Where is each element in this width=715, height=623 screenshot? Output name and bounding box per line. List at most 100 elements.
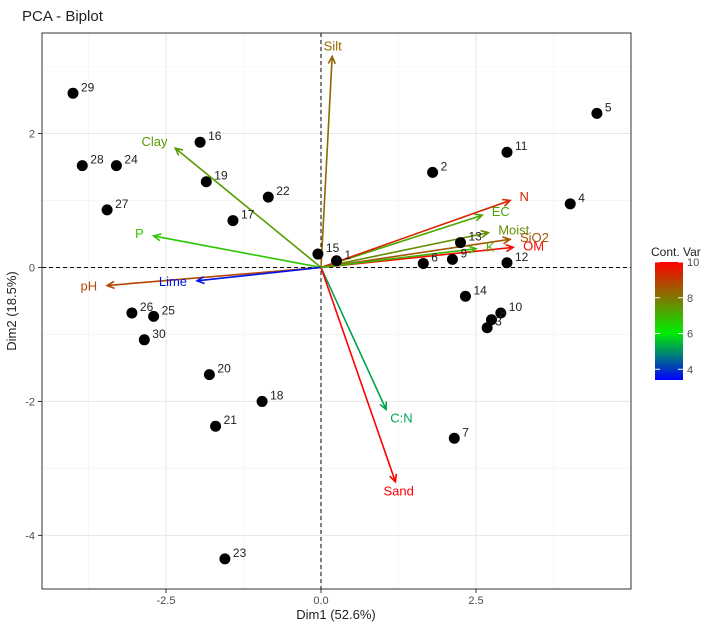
individual-label-17: 17 (241, 208, 255, 222)
individual-label-12: 12 (515, 250, 529, 264)
individual-label-5: 5 (605, 100, 612, 114)
variable-label-k: K (486, 239, 495, 254)
individual-point-30 (138, 334, 150, 346)
individual-point-24 (110, 160, 122, 172)
individual-point-29 (67, 87, 79, 99)
variable-arrow-lime (195, 266, 322, 285)
x-tick-label: 0.0 (313, 595, 328, 607)
individual-point-26 (126, 307, 138, 319)
individual-label-16: 16 (208, 129, 222, 143)
y-tick-label: 2 (29, 128, 35, 140)
individual-point-18 (256, 395, 268, 407)
variable-arrow-n (320, 198, 512, 269)
individual-point-17 (227, 215, 239, 227)
individual-point-11 (501, 146, 513, 158)
legend-tick-label: 6 (687, 329, 693, 341)
variable-arrows (105, 54, 516, 484)
variable-label-sio2: SiO2 (520, 230, 549, 245)
individual-point-1 (331, 255, 342, 267)
y-tick-label: -2 (25, 396, 35, 408)
legend: Cont. Var 4 6 8 10 (651, 245, 701, 380)
variable-label-om: OM (523, 238, 544, 253)
individual-label-10: 10 (509, 300, 523, 314)
variable-label-clay: Clay (142, 134, 169, 149)
variable-arrow-silt (320, 54, 336, 268)
individual-label-30: 30 (152, 327, 166, 341)
individual-label-6: 6 (431, 250, 438, 264)
individual-point-6 (417, 257, 429, 269)
variable-arrow-sio2 (320, 236, 512, 269)
individual-point-21 (210, 420, 222, 432)
individual-label-23: 23 (233, 546, 247, 560)
individual-label-22: 22 (276, 184, 290, 198)
individual-label-2: 2 (441, 159, 448, 173)
individual-label-20: 20 (217, 362, 231, 376)
individual-label-4: 4 (578, 191, 585, 205)
variable-label-p: P (135, 226, 144, 241)
individual-point-9 (446, 253, 458, 265)
individual-label-7: 7 (462, 425, 469, 439)
variable-label-silt: Silt (324, 38, 342, 53)
variable-label-moist: Moist (498, 223, 529, 238)
x-axis-title: Dim1 (52.6%) (296, 607, 375, 622)
legend-ticks: 4 6 8 10 (655, 257, 699, 376)
individual-label-3: 3 (495, 315, 502, 329)
individual-label-15: 15 (326, 241, 340, 255)
individual-label-28: 28 (90, 153, 104, 167)
individual-point-2 (427, 166, 439, 178)
individual-point-13 (455, 237, 466, 249)
variable-arrow-k (320, 245, 478, 269)
individual-label-13: 13 (469, 230, 483, 244)
plot-panel-border (41, 32, 632, 590)
y-axis-ticks: -4 -2 0 2 (25, 128, 42, 542)
variable-label-ec: EC (492, 204, 510, 219)
individual-labels: 1234567891011121314151617181920212223242… (81, 80, 612, 560)
reference-lines (42, 33, 631, 589)
variable-arrow-c-n (320, 267, 388, 412)
x-tick-label: -2.5 (157, 595, 176, 607)
variable-label-c-n: C:N (390, 411, 412, 426)
y-tick-label: 0 (29, 262, 35, 274)
legend-tick-label: 4 (687, 364, 693, 376)
individual-label-21: 21 (224, 413, 238, 427)
individual-point-8 (486, 314, 497, 326)
individual-label-9: 9 (460, 246, 467, 260)
individual-label-1: 1 (345, 248, 352, 262)
individual-label-27: 27 (115, 197, 129, 211)
individual-label-19: 19 (214, 169, 228, 183)
individual-point-23 (219, 553, 231, 565)
individual-point-20 (203, 369, 215, 381)
variable-label-lime: Lime (159, 274, 187, 289)
individual-point-19 (200, 176, 212, 188)
individual-point-12 (501, 257, 513, 269)
y-axis-title: Dim2 (18.5%) (4, 271, 19, 350)
individual-point-15 (312, 248, 324, 260)
individual-label-11: 11 (515, 139, 528, 153)
variable-arrow-ph (105, 266, 322, 290)
legend-tick-label: 8 (687, 293, 693, 305)
individual-point-25 (148, 310, 160, 322)
individual-label-14: 14 (473, 283, 487, 297)
individual-point-14 (459, 290, 471, 302)
individual-label-8: 8 (500, 307, 507, 321)
legend-colorbar (655, 262, 683, 380)
variable-label-n: N (520, 189, 529, 204)
individual-point-7 (448, 432, 460, 444)
individual-label-29: 29 (81, 80, 95, 94)
x-axis-ticks: -2.5 0.0 2.5 (157, 589, 484, 607)
individual-point-10 (495, 307, 507, 319)
variable-arrow-p (151, 233, 322, 269)
individual-point-5 (591, 107, 603, 119)
individual-point-27 (101, 204, 113, 216)
individual-point-4 (564, 198, 576, 210)
individual-label-26: 26 (140, 300, 154, 314)
individual-point-16 (194, 136, 206, 148)
legend-title: Cont. Var (651, 245, 701, 259)
individual-points (67, 87, 603, 565)
individual-label-18: 18 (270, 388, 284, 402)
variable-arrow-sand (320, 267, 398, 484)
individual-point-28 (76, 160, 88, 172)
variable-arrow-clay (173, 147, 322, 269)
